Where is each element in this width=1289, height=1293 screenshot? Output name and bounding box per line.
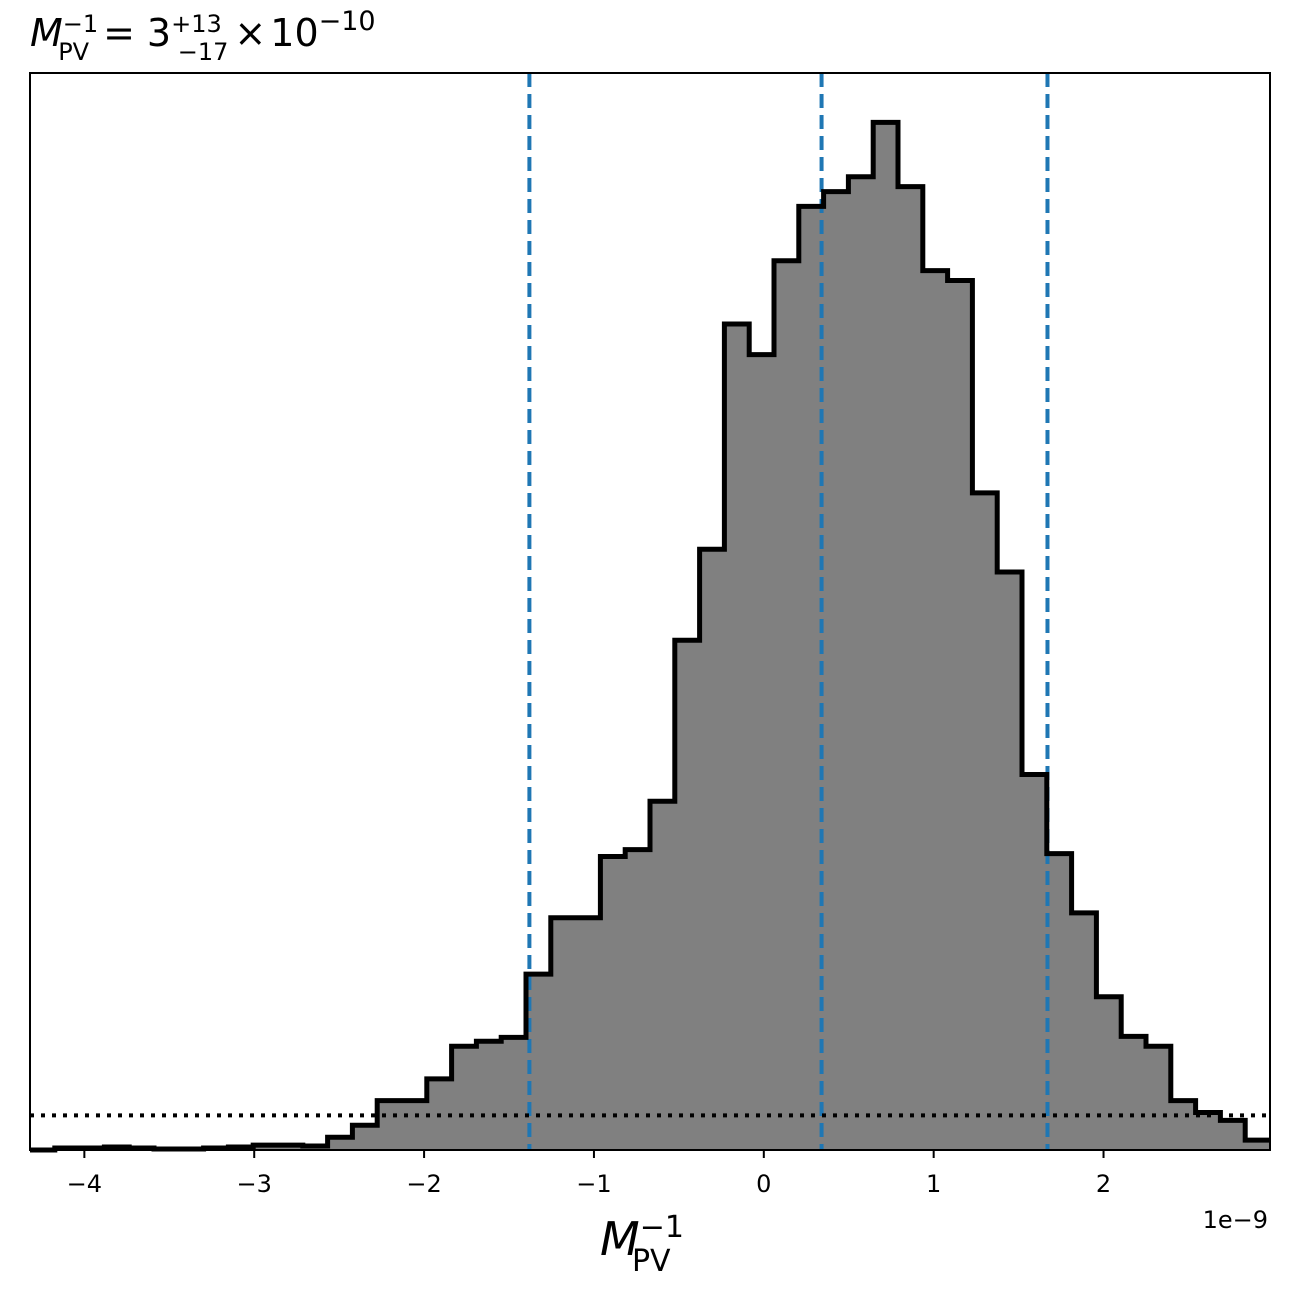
title-equals: = bbox=[103, 11, 135, 55]
x-axis-offset-label: 1e−9 bbox=[1203, 1206, 1268, 1234]
plot-frame bbox=[29, 72, 1271, 1151]
xlabel-sup: −1 bbox=[640, 1210, 684, 1245]
x-tick-label: −2 bbox=[406, 1170, 441, 1198]
x-tick-label: −4 bbox=[67, 1170, 102, 1198]
title-err-plus: +13 bbox=[171, 10, 222, 38]
title-base: 10 bbox=[270, 11, 318, 55]
title-symbol: M bbox=[30, 11, 63, 55]
x-tick-label: 0 bbox=[756, 1170, 771, 1198]
interval-lines bbox=[527, 73, 1050, 1150]
histogram-fill bbox=[30, 122, 1270, 1150]
title-times: × bbox=[234, 11, 266, 55]
x-axis-label: M−1 PV bbox=[600, 1210, 684, 1279]
x-axis-ticks: −4 −3 −2 −1 0 1 2 bbox=[67, 1150, 1111, 1198]
title-symbol-sub: PV bbox=[58, 38, 89, 66]
xlabel-sub: PV bbox=[632, 1244, 671, 1279]
chart-title: M−1 PV = 3+13 −17 × 10−10 bbox=[30, 6, 376, 66]
title-err-minus: −17 bbox=[178, 38, 229, 66]
histogram-outline bbox=[30, 119, 1270, 1153]
x-tick-label: 1 bbox=[926, 1170, 941, 1198]
x-tick-label: 2 bbox=[1096, 1170, 1111, 1198]
x-tick-label: −3 bbox=[237, 1170, 272, 1198]
x-tick-label: −1 bbox=[576, 1170, 611, 1198]
title-symbol-sup: −1 bbox=[63, 10, 98, 38]
xlabel-symbol: M bbox=[600, 1212, 640, 1266]
title-value: 3 bbox=[147, 11, 171, 55]
title-exponent: −10 bbox=[319, 6, 376, 37]
